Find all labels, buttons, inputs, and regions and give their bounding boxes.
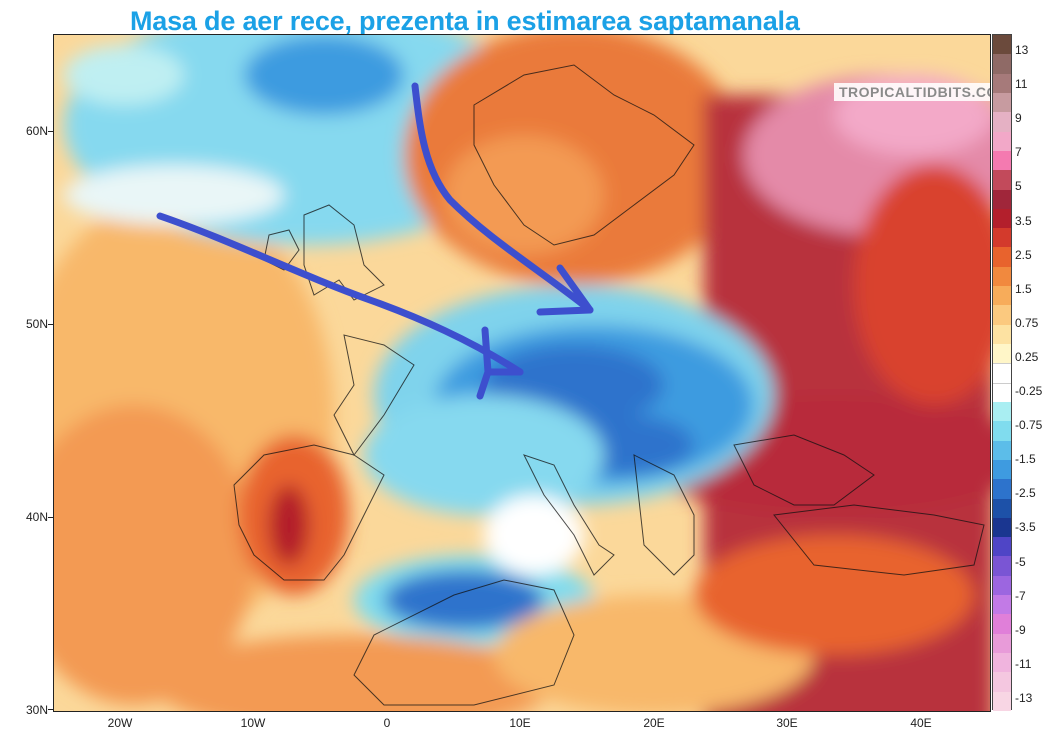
lon-label-20w: 20W — [107, 716, 133, 730]
lon-label-10w: 10W — [240, 716, 266, 730]
colorbar-cell — [993, 112, 1011, 133]
colorbar-cell — [993, 672, 1011, 693]
colorbar-cell — [993, 498, 1011, 519]
colorbar-label: -7 — [1015, 588, 1026, 603]
colorbar-label: -13 — [1015, 691, 1033, 705]
lat-tick — [48, 709, 53, 710]
coastlines — [233, 64, 985, 706]
colorbar-cell — [993, 344, 1011, 364]
colorbar-label: -0.75 — [1015, 418, 1043, 433]
colorbar-cell — [993, 363, 1011, 384]
colorbar-label: -5 — [1015, 554, 1026, 569]
colorbar-label: -1.5 — [1015, 452, 1036, 467]
colorbar-cell — [993, 305, 1011, 326]
lat-label-60n: 60N — [25, 124, 48, 138]
colorbar-label: -11 — [1015, 656, 1032, 671]
colorbar-cell — [993, 228, 1011, 248]
colorbar-cell — [993, 73, 1011, 94]
colorbar-label: -2.5 — [1015, 486, 1036, 501]
colorbar-cell — [993, 614, 1011, 635]
colorbar-cell — [993, 54, 1011, 75]
colorbar-cell — [993, 459, 1011, 480]
map-title: Masa de aer rece, prezenta in estimarea … — [130, 6, 800, 36]
colorbar-cell — [993, 517, 1011, 538]
colorbar-label: 3.5 — [1015, 213, 1032, 228]
colorbar-cell — [993, 537, 1011, 557]
colorbar-label: 2.5 — [1015, 247, 1032, 262]
colorbar-cell — [993, 131, 1011, 152]
colorbar-label: 9 — [1015, 111, 1022, 126]
colorbar-cell — [993, 35, 1011, 55]
colorbar-label: 1.5 — [1015, 281, 1032, 296]
colorbar-label: 7 — [1015, 145, 1022, 160]
arrow-north-to-poland-head — [536, 264, 594, 316]
anomaly-field — [54, 35, 990, 711]
colorbar-cell — [993, 653, 1011, 673]
lon-label-40e: 40E — [910, 716, 932, 730]
colorbar-cell — [993, 479, 1011, 500]
colorbar-cell — [993, 247, 1011, 268]
colorbar-cell — [993, 595, 1011, 615]
colorbar-cell — [993, 266, 1011, 287]
lat-label-30n: 30N — [25, 703, 48, 717]
colorbar-cell — [993, 401, 1011, 422]
colorbar-cell — [993, 92, 1011, 113]
arrow-atlantic-to-alps-head — [476, 326, 524, 400]
lon-label-20e: 20E — [643, 716, 665, 730]
colorbar-cell — [993, 575, 1011, 596]
arrow-atlantic-to-alps — [156, 212, 524, 376]
colorbar-cell — [993, 208, 1011, 229]
lat-tick — [48, 131, 53, 132]
colorbar-cell — [993, 324, 1011, 345]
lat-tick — [48, 324, 53, 325]
colorbar-label: -0.25 — [1015, 384, 1043, 399]
watermark: TROPICALTIDBITS.COM — [834, 83, 990, 101]
lon-label-10e: 10E — [509, 716, 531, 730]
colorbar-cell — [993, 633, 1011, 654]
colorbar-cell — [993, 150, 1011, 171]
arrow-north-to-poland — [411, 82, 594, 314]
lat-tick — [48, 517, 53, 518]
lon-label-0: 0 — [383, 716, 391, 730]
colorbar-cell — [993, 382, 1011, 403]
colorbar-cell — [993, 286, 1011, 306]
colorbar-label: -9 — [1015, 622, 1026, 637]
lon-label-30e: 30E — [776, 716, 798, 730]
colorbar-cell — [993, 691, 1011, 712]
colorbar-label: 5 — [1015, 179, 1022, 194]
colorbar-label: 13 — [1015, 43, 1029, 57]
temperature-anomaly-map: TROPICALTIDBITS.COM — [53, 34, 991, 712]
colorbar-label: 0.25 — [1015, 349, 1039, 364]
lat-label-40n: 40N — [25, 510, 48, 524]
colorbar-label: -3.5 — [1015, 520, 1036, 535]
lat-label-50n: 50N — [25, 317, 48, 331]
colorbar-cell — [993, 170, 1011, 190]
colorbar-cell — [993, 440, 1011, 461]
colorbar-label: 11 — [1015, 77, 1028, 92]
colorbar-cell — [993, 556, 1011, 577]
colorbar-cell — [993, 421, 1011, 442]
colorbar — [992, 34, 1012, 712]
colorbar-label: 0.75 — [1015, 315, 1039, 330]
colorbar-cell — [993, 189, 1011, 210]
